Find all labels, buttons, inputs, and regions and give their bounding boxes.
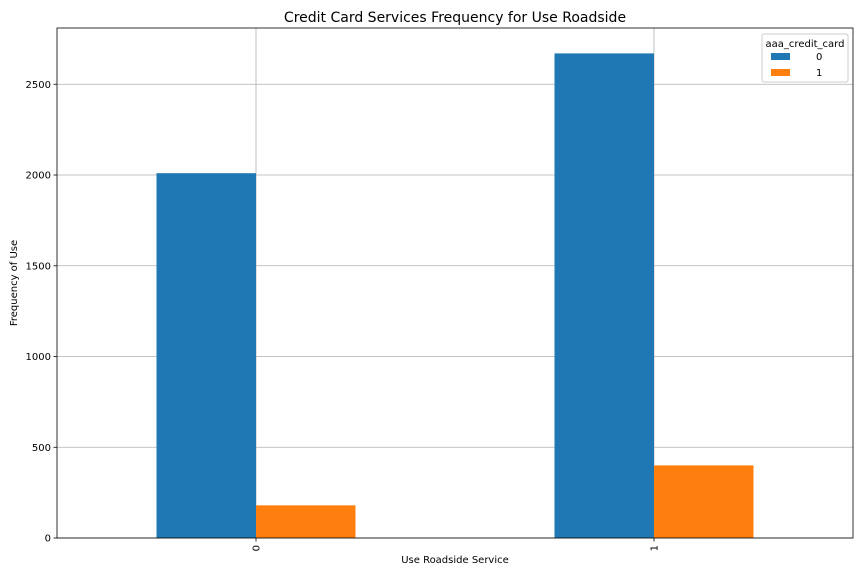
legend-items: 01 xyxy=(771,52,822,79)
y-tick-label: 2500 xyxy=(26,80,51,91)
legend-title: aaa_credit_card xyxy=(766,39,845,50)
legend-label-0: 0 xyxy=(816,52,822,63)
y-axis-ticks: 0 500 1000 1500 2000 2500 xyxy=(26,80,57,545)
y-axis-label: Frequency of Use xyxy=(9,240,20,326)
bars xyxy=(156,53,754,539)
chart-title: Credit Card Services Frequency for Use R… xyxy=(284,10,626,26)
x-tick-label: 0 xyxy=(252,545,263,551)
legend: aaa_credit_card 01 xyxy=(761,33,849,83)
bar-series-1-cat-1 xyxy=(654,465,754,538)
plot-frame xyxy=(56,27,854,539)
legend-swatch-1 xyxy=(771,69,790,76)
y-tick-label: 1000 xyxy=(26,352,51,363)
y-tick-label: 2000 xyxy=(26,171,51,182)
y-tick-label: 500 xyxy=(32,443,51,454)
bar-series-0-cat-0 xyxy=(156,173,256,538)
x-axis-label: Use Roadside Service xyxy=(401,555,509,566)
bar-series-0-cat-1 xyxy=(554,53,654,539)
x-tick-label: 1 xyxy=(650,545,661,551)
y-tick-label: 1500 xyxy=(26,261,51,272)
legend-swatch-0 xyxy=(771,53,790,60)
y-tick-label: 0 xyxy=(45,534,51,545)
legend-label-1: 1 xyxy=(816,68,822,79)
bar-series-1-cat-0 xyxy=(256,505,356,538)
